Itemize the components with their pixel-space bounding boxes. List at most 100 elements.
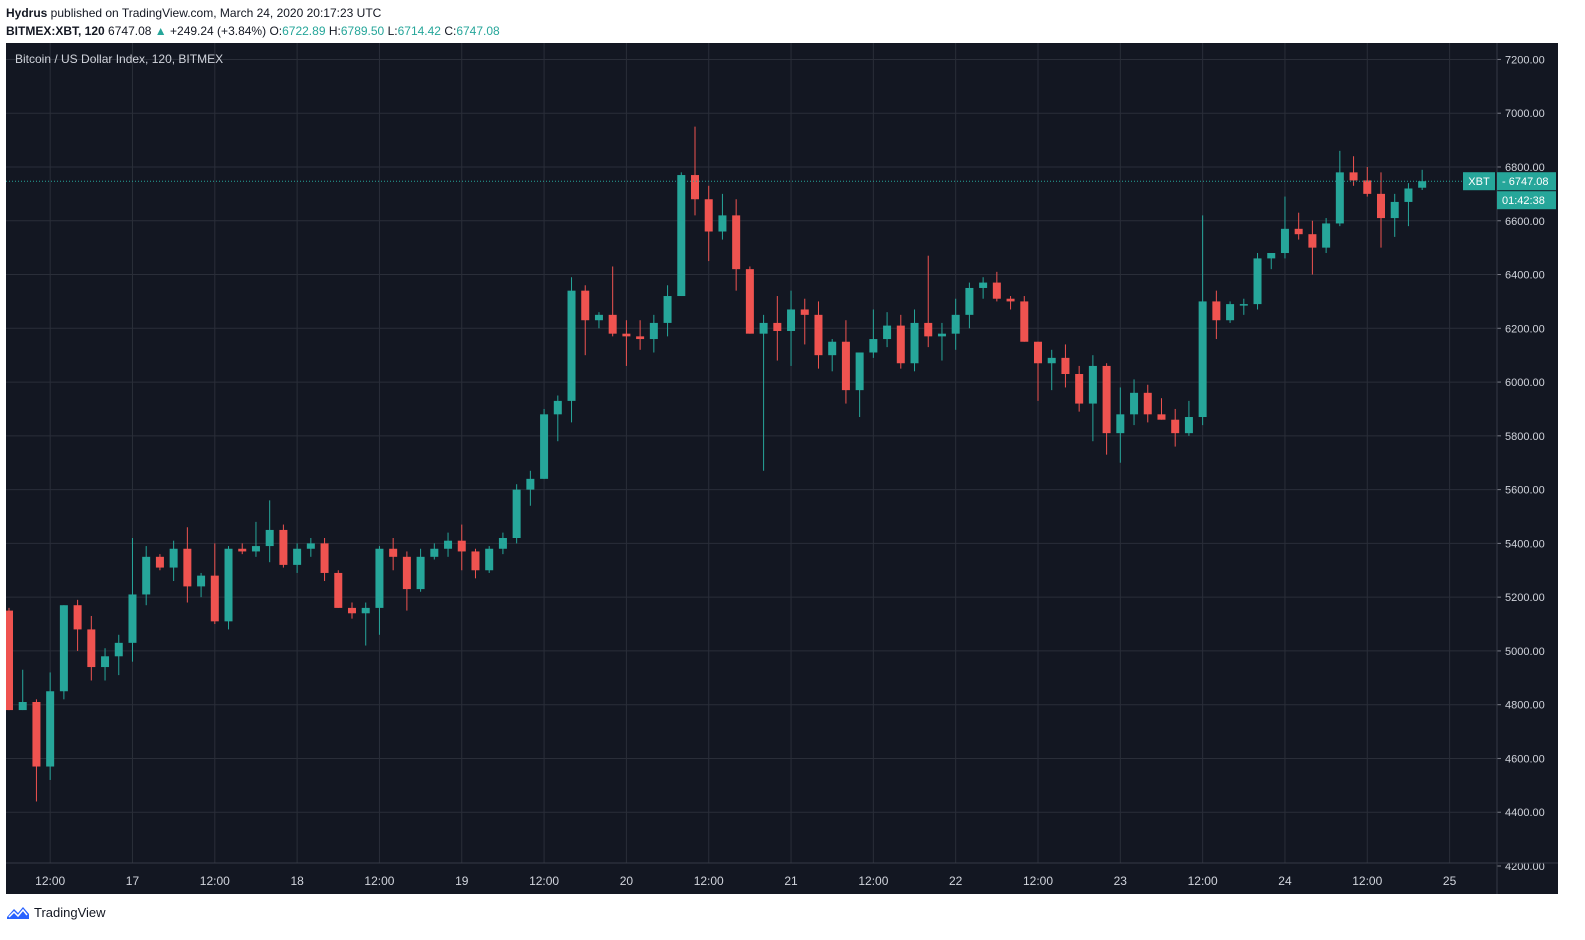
candle-body-down (773, 322, 782, 331)
candle-body-up (1390, 201, 1399, 219)
candle-body-up (114, 642, 123, 657)
candle-body-down (6, 610, 13, 711)
x-tick-label: 12:00 (1023, 874, 1053, 888)
candle-body-up (553, 400, 562, 415)
x-tick-label: 12:00 (858, 874, 888, 888)
candle-body-down (1349, 172, 1358, 181)
candle-body-down (279, 529, 288, 565)
candle-body-down (73, 605, 82, 630)
candle-body-up (937, 333, 946, 337)
y-tick-label: 6200.00 (1505, 323, 1545, 335)
candle-body-up (787, 309, 796, 331)
chart-background (6, 43, 1558, 894)
y-tick-label: 7000.00 (1505, 108, 1545, 120)
candle-body-up (951, 314, 960, 334)
candle-body-up (46, 691, 55, 767)
candle-body-down (457, 540, 466, 552)
candle-body-up (855, 352, 864, 391)
y-tick-label: 4800.00 (1505, 700, 1545, 712)
candle-body-down (636, 336, 645, 340)
candle-body-up (224, 548, 233, 622)
candle-body-up (910, 322, 919, 364)
candle-body-up (1184, 417, 1193, 434)
candle-body-up (416, 556, 425, 590)
candle-body-down (1308, 234, 1317, 248)
candle-body-down (183, 548, 192, 587)
x-tick-label: 12:00 (694, 874, 724, 888)
candle-body-up (1267, 253, 1276, 259)
candle-body-up (965, 287, 974, 315)
candle-body-up (883, 325, 892, 340)
candle-body-up (1280, 228, 1289, 254)
candle-body-up (197, 575, 206, 587)
x-tick-label: 18 (290, 874, 304, 888)
y-tick-label: 5000.00 (1505, 646, 1545, 658)
candle-body-up (293, 548, 302, 565)
candle-body-down (210, 575, 219, 622)
x-tick-label: 23 (1114, 874, 1128, 888)
close-label: C: (444, 24, 457, 38)
candle-body-down (334, 572, 343, 608)
ohlc-line: BITMEX:XBT, 120 6747.08 ▲ +249.24 (+3.84… (6, 22, 500, 40)
candlestick-chart[interactable]: 4200.00 4400.00 4600.00 4800.00 5000.00 5200.… (6, 43, 1558, 894)
candle-body-down (1377, 193, 1385, 219)
candle-body-down (992, 282, 1001, 299)
candle-body-down (622, 333, 631, 337)
x-tick-label: 12:00 (364, 874, 394, 888)
last-price-label: - 6747.08 (1502, 176, 1548, 188)
x-tick-label: 12:00 (529, 874, 559, 888)
x-tick-label: 12:00 (200, 874, 230, 888)
candle-body-down (704, 199, 713, 232)
candle-body-down (87, 629, 96, 668)
candle-body-down (32, 702, 41, 767)
candle-body-up (169, 548, 178, 568)
tradingview-logo-icon (7, 907, 29, 919)
candle-body-up (828, 341, 837, 356)
candle-body-up (59, 605, 68, 692)
chart-title: Bitcoin / US Dollar Index, 120, BITMEX (15, 52, 224, 66)
candle-body-down (1020, 301, 1029, 342)
candle-body-down (1102, 365, 1111, 434)
y-tick-label: 7200.00 (1505, 54, 1545, 66)
candle-body-up (677, 175, 686, 297)
candle-body-down (841, 341, 850, 391)
candle-body-up (1404, 188, 1413, 202)
symbol-label[interactable]: BITMEX:XBT, 120 (6, 24, 105, 38)
y-tick-label: 6000.00 (1505, 377, 1545, 389)
y-tick-label: 6400.00 (1505, 270, 1545, 282)
candle-body-down (1006, 298, 1015, 302)
chart-area[interactable]: 4200.00 4400.00 4600.00 4800.00 5000.00 5200.… (6, 43, 1558, 894)
candle-body-up (306, 543, 315, 549)
symbol-tag-background (1463, 172, 1495, 191)
publisher-name[interactable]: Hydrus (6, 6, 48, 20)
publish-info: published on TradingView.com, March 24, … (47, 6, 382, 20)
candle-body-down (389, 548, 398, 557)
x-tick-label: 12:00 (1352, 874, 1382, 888)
candle-body-down (238, 548, 247, 552)
candle-body-up (1322, 223, 1331, 248)
price-change: +249.24 (+3.84%) (170, 24, 267, 38)
candle-body-up (498, 538, 507, 549)
candle-body-down (1075, 374, 1084, 404)
tradingview-footer[interactable]: TradingView (6, 902, 106, 922)
candle-body-up (18, 702, 27, 711)
candle-body-up (1088, 365, 1097, 404)
candle-body-down (155, 556, 164, 568)
countdown-label-background (1497, 191, 1556, 210)
publish-line: Hydrus published on TradingView.com, Mar… (6, 4, 500, 22)
candle-body-up (979, 282, 988, 288)
candle-body-up (1253, 258, 1262, 305)
last-price: 6747.08 (108, 24, 152, 38)
candle-body-down (608, 314, 617, 334)
candle-body-up (251, 546, 260, 552)
candle-body-down (924, 322, 933, 337)
y-tick-label: 6800.00 (1505, 162, 1545, 174)
candle-body-up (375, 548, 384, 608)
candle-body-down (1171, 419, 1180, 434)
candle-body-down (896, 325, 905, 364)
y-tick-label: 4400.00 (1505, 807, 1545, 819)
candle-body-up (485, 548, 494, 571)
candle-body-up (540, 414, 549, 479)
candle-body-down (814, 314, 823, 356)
candle-body-down (732, 215, 741, 270)
